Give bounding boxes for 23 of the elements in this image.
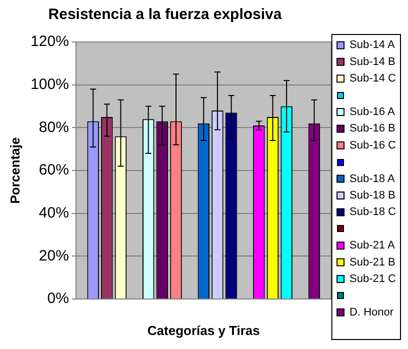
y-tick-label: 20% bbox=[38, 247, 69, 264]
legend-label: Sub-18 B bbox=[350, 190, 396, 202]
y-tick-label: 40% bbox=[38, 204, 69, 222]
legend-label: Sub-14 A bbox=[350, 39, 396, 52]
chart-title: Resistencia a la fuerza explosiva bbox=[47, 6, 283, 23]
legend-label: Sub-18 A bbox=[350, 172, 396, 185]
y-tick-label: 120% bbox=[30, 33, 69, 50]
legend-label: Sub-21 C bbox=[350, 273, 396, 286]
legend-label: D. Honor bbox=[350, 306, 394, 318]
y-axis-title: Porcentaje bbox=[7, 137, 22, 204]
y-tick-label: 100% bbox=[30, 76, 69, 93]
y-tick-label: 0% bbox=[47, 290, 69, 308]
legend-label: Sub-16 B bbox=[350, 122, 396, 135]
legend-label: Sub-18 C bbox=[350, 206, 396, 218]
y-tick-label: 80% bbox=[38, 118, 69, 136]
legend-label: Sub-14 B bbox=[350, 56, 396, 68]
legend-label: Sub-21 B bbox=[350, 256, 396, 268]
legend-label: Sub-16 C bbox=[350, 139, 396, 152]
legend-label: Sub-21 A bbox=[350, 240, 396, 252]
x-axis-title: Categorías y Tiras bbox=[147, 322, 260, 338]
legend-label: Sub-14 C bbox=[350, 72, 396, 85]
y-tick-label: 60% bbox=[38, 162, 69, 179]
legend-label: Sub-16 A bbox=[350, 106, 396, 118]
